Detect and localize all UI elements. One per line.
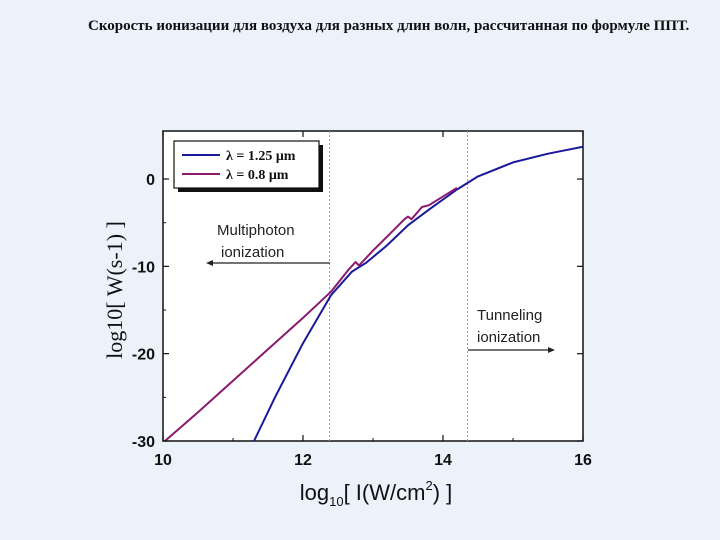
annotation-multiphoton: Multiphoton ionization bbox=[206, 222, 330, 266]
y-tick-label: -20 bbox=[132, 347, 155, 364]
annotation-text: Tunneling bbox=[477, 307, 542, 324]
right-arrow-icon bbox=[548, 347, 555, 353]
x-tick-label: 12 bbox=[294, 452, 312, 469]
legend-box bbox=[173, 140, 320, 189]
legend-label-1: λ = 0.8 μm bbox=[226, 168, 289, 183]
x-tick-label: 14 bbox=[434, 452, 452, 469]
series-line-0 bbox=[253, 145, 583, 441]
y-tick-label: 0 bbox=[146, 172, 155, 189]
left-arrow-icon bbox=[206, 260, 213, 266]
slide-caption: Скорость ионизации для воздуха для разны… bbox=[88, 18, 690, 34]
annotation-text: ionization bbox=[221, 244, 284, 261]
y-tick-label: -30 bbox=[132, 434, 155, 451]
legend-label-0: λ = 1.25 μm bbox=[226, 149, 296, 164]
annotation-text: Multiphoton bbox=[217, 222, 295, 239]
x-tick-label: 16 bbox=[574, 452, 592, 469]
x-tick-label: 10 bbox=[154, 452, 172, 469]
series-line-1 bbox=[163, 186, 458, 441]
x-axis-label: log10[ I(W/cm2) ] bbox=[300, 478, 453, 509]
annotation-text: ionization bbox=[477, 329, 540, 346]
y-tick-label: -10 bbox=[132, 259, 155, 276]
y-axis-label: log10[ W(s-1) ] bbox=[102, 221, 127, 359]
annotation-tunneling: Tunneling ionization bbox=[468, 307, 555, 353]
